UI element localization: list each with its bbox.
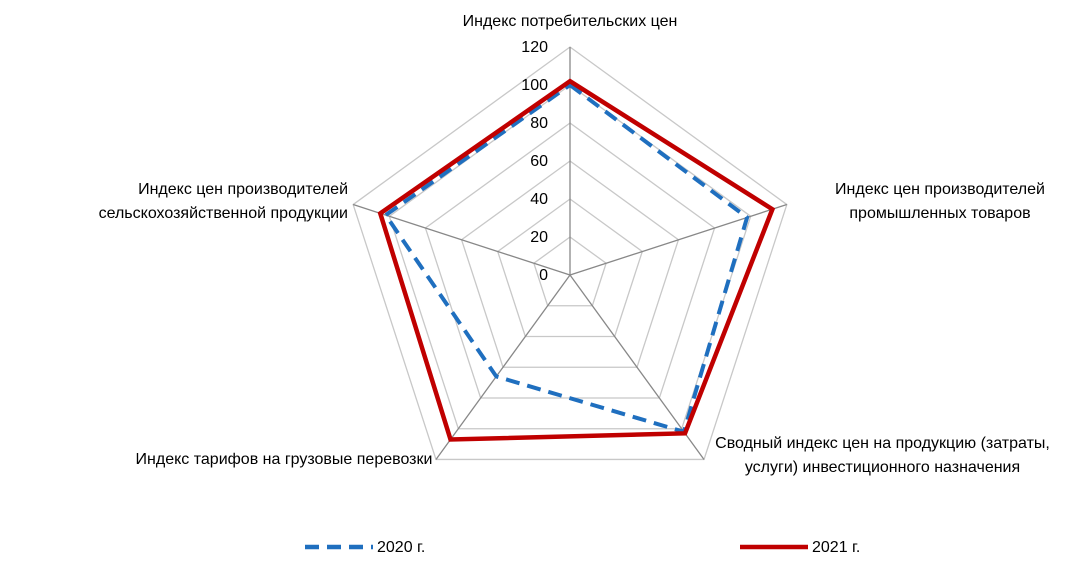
axis-spoke [569,274,705,460]
legend-label: 2020 г. [377,539,425,556]
series-line [382,82,750,435]
grid-ring [352,46,788,461]
r-tick-label: 60 [530,153,548,170]
category-label: Сводный индекс цен на продукцию (затраты… [715,435,1050,476]
r-tick-label: 80 [530,115,548,132]
category-label: Индекс цен производителей промышленных т… [835,181,1045,222]
r-tick-label: 20 [530,229,548,246]
r-tick-label: 100 [521,77,548,94]
category-label: Индекс потребительских цен [462,13,678,30]
grid-ring [533,236,607,307]
r-tick-label: 40 [530,191,548,208]
grid-ring [496,198,644,338]
axis-spoke [352,203,571,276]
series-line [377,78,776,442]
category-label: Индекс цен производителей сельскохозяйст… [98,181,348,222]
axis-spoke [569,203,788,276]
category-label: Индекс тарифов на грузовые перевозки [135,451,433,468]
r-tick-label: 120 [521,39,548,56]
legend-label: 2021 г. [812,539,860,556]
grid-ring [460,160,680,368]
axis-spoke [435,274,571,460]
grid-ring [388,84,752,430]
r-tick-label: 0 [539,267,548,284]
